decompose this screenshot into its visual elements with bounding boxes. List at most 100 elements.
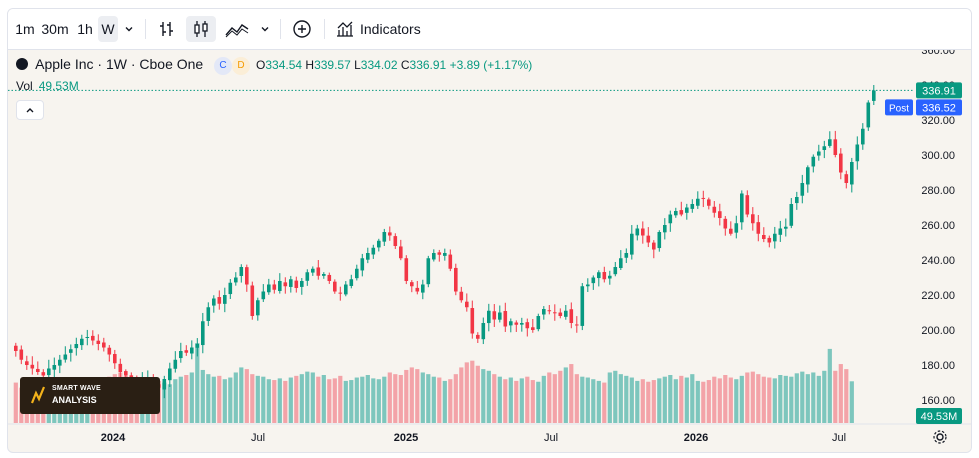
change-value: +3.89 (+1.17%) (449, 58, 533, 72)
candle (58, 359, 62, 366)
candle (580, 286, 585, 326)
volume-bar (288, 377, 293, 423)
volume-bar (409, 367, 414, 423)
candle (756, 222, 761, 234)
candle (250, 285, 255, 316)
candle (30, 364, 35, 369)
add-compare-icon[interactable] (288, 16, 316, 42)
volume-bar (745, 372, 750, 423)
interval-30m[interactable]: 30m (41, 21, 69, 37)
candle (740, 193, 744, 223)
y-tick-label: 200.00 (921, 325, 955, 337)
candle (327, 274, 332, 281)
volume-bar (690, 374, 695, 423)
candle (674, 211, 678, 216)
bar-style-icon[interactable] (152, 16, 182, 42)
volume-bar (613, 370, 618, 423)
interval-chevron-down-icon[interactable] (120, 16, 138, 42)
candle (833, 139, 838, 155)
candle (470, 308, 475, 334)
x-tick-label: Jul (832, 432, 846, 444)
y-tick-label: 320.00 (921, 115, 955, 127)
price-chart[interactable]: 160.00 180.00 200.00 220.00 240.00 260.00 280.… (8, 9, 971, 452)
volume-bar (580, 376, 585, 423)
volume-bar (272, 380, 277, 423)
candle (531, 327, 535, 330)
symbol-title[interactable]: Apple Inc · 1W · Cboe One (35, 56, 204, 72)
volume-bar (558, 370, 563, 423)
volume-bar (635, 380, 640, 423)
volume-bar (261, 376, 266, 423)
candle (443, 253, 447, 256)
volume-bar (508, 377, 513, 423)
candle (492, 311, 497, 320)
indicators-icon[interactable] (334, 16, 356, 42)
candle (855, 144, 860, 162)
candle (817, 151, 821, 156)
volume-bar (371, 378, 376, 423)
settings-gear-icon[interactable] (932, 429, 948, 450)
area-chart-icon[interactable] (222, 16, 252, 42)
interval-1m[interactable]: 1m (15, 21, 35, 37)
volume-bar (167, 384, 172, 423)
candlestick-icon[interactable] (186, 16, 216, 42)
volume-bar (316, 376, 321, 423)
volume-bar (723, 375, 728, 423)
candle (63, 354, 68, 360)
volume-bar (217, 375, 222, 423)
y-tick-label: 160.00 (921, 395, 955, 407)
volume-bar (387, 372, 392, 423)
candle (723, 218, 728, 229)
volume-bar (800, 371, 805, 423)
volume-bar (349, 380, 354, 423)
volume-value: 49.53M (38, 79, 79, 93)
candle (696, 198, 700, 206)
volume-bar (393, 374, 398, 423)
volume-bar (255, 375, 260, 423)
candle (399, 246, 403, 259)
x-tick-label: Jul (251, 432, 265, 444)
chart-type-chevron-down-icon[interactable] (256, 16, 274, 42)
volume-bar (376, 379, 381, 423)
volume-bar (673, 379, 678, 423)
candle (228, 282, 233, 295)
volume-bar (338, 375, 343, 423)
candle (789, 204, 794, 226)
indicators-button[interactable]: Indicators (360, 21, 421, 37)
volume-bar (442, 380, 447, 423)
volume-bar (618, 374, 623, 423)
candle (762, 234, 766, 239)
volume-bar (662, 376, 667, 423)
interval-1h[interactable]: 1h (77, 21, 93, 37)
candle (773, 233, 777, 242)
volume-bar (739, 375, 744, 423)
candle (822, 146, 827, 150)
badge-c[interactable]: C (214, 57, 232, 75)
badge-d[interactable]: D (232, 57, 250, 75)
low-value: 334.02 (360, 58, 398, 72)
candle (657, 232, 662, 249)
candle (624, 253, 629, 258)
volume-bar (756, 374, 761, 423)
post-label: Post (889, 103, 909, 114)
chart-widget: 160.00 180.00 200.00 220.00 240.00 260.00 280.… (7, 8, 972, 453)
candle (751, 214, 755, 224)
candle (465, 301, 469, 308)
volume-bar (783, 375, 788, 423)
chevron-up-icon (26, 108, 34, 113)
candle (608, 275, 612, 279)
collapse-legend-button[interactable] (16, 100, 44, 120)
candle (96, 340, 101, 344)
toolbar: 1m 30m 1h W Indicators (8, 9, 971, 50)
interval-w[interactable]: W (98, 16, 118, 42)
candle (52, 365, 57, 370)
candle (547, 310, 552, 312)
candle (586, 284, 590, 287)
candle (806, 167, 810, 185)
volume-bar (173, 379, 178, 423)
candle (536, 316, 541, 330)
x-tick-label: 2024 (101, 432, 126, 444)
volume-bar (607, 372, 612, 423)
candle (569, 309, 574, 323)
candle (509, 321, 513, 326)
